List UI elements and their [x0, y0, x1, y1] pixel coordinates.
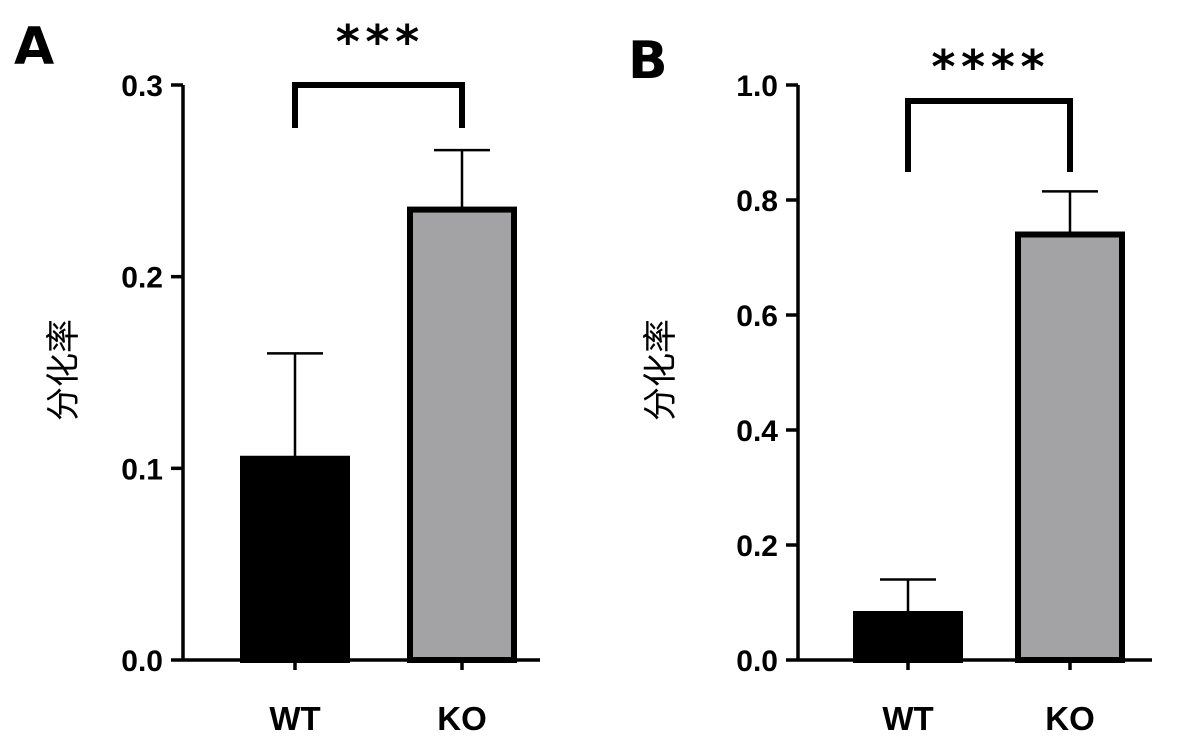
panel-b-x-tick-label: WT	[882, 700, 933, 737]
panel-a-plot: 0.0 0.1 0.2 0.3 WT KO ***	[121, 15, 540, 737]
panel-a-x-tick-label: KO	[437, 700, 487, 737]
panel-b-y-tick-label: 0.6	[736, 300, 778, 333]
panel-b-plot: 0.0 0.2 0.4 0.6 0.8 1.0 WT KO ****	[736, 40, 1152, 737]
panel-b-bar-wt	[853, 611, 963, 663]
panel-b-y-tick-label: 0.8	[736, 185, 778, 218]
panel-b-y-tick-label: 0.2	[736, 530, 778, 563]
panel-a: A 分化率 0.0 0.1 0.2 0.3 WT KO ***	[14, 15, 540, 737]
panel-a-significance-label: ***	[334, 15, 423, 69]
panel-b-letter: B	[628, 31, 668, 91]
panel-b-significance-label: ****	[930, 40, 1049, 94]
panel-a-y-axis-label: 分化率	[44, 319, 84, 421]
panel-a-x-tick-label: WT	[269, 700, 320, 737]
panel-a-bar-ko	[407, 206, 517, 663]
panel-b-significance-bracket	[905, 98, 1073, 172]
panel-a-bar-wt	[240, 455, 350, 663]
panel-b-y-tick-label: 1.0	[736, 70, 778, 103]
panel-b-y-tick-label: 0.4	[736, 415, 778, 448]
panel-a-significance-bracket	[292, 82, 465, 128]
panel-b-y-axis-label: 分化率	[641, 319, 681, 421]
panel-b-y-tick-label: 0.0	[736, 645, 778, 678]
panel-b: B 分化率 0.0 0.2 0.4 0.6 0.8 1.0 WT KO ****	[628, 31, 1152, 737]
panel-b-bar-ko	[1015, 231, 1125, 663]
panel-a-y-tick-label: 0.0	[121, 645, 163, 678]
panel-a-y-tick-label: 0.3	[121, 70, 163, 103]
panel-a-y-tick-label: 0.1	[121, 453, 163, 486]
panel-a-letter: A	[14, 17, 54, 77]
panel-a-y-tick-label: 0.2	[121, 262, 163, 295]
panel-b-x-tick-label: KO	[1045, 700, 1095, 737]
